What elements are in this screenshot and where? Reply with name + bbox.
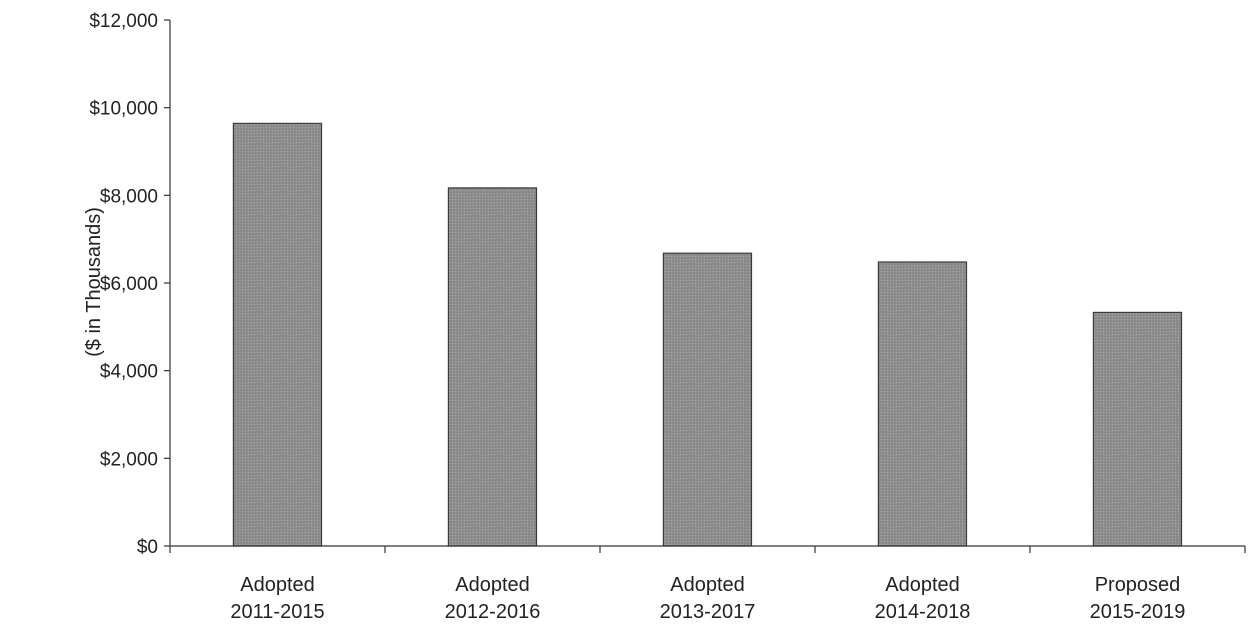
y-tick-label: $2,000 [100, 449, 158, 470]
x-category-label: Adopted 2013-2017 [660, 574, 756, 623]
x-category-label: Adopted 2011-2015 [230, 574, 324, 623]
x-category-label: Adopted 2014-2018 [875, 574, 971, 623]
x-category-label: Proposed 2015-2019 [1090, 574, 1186, 623]
labels-layer: $0 $2,000 $4,000 $6,000 $8,000 $10,000 $12,000… [89, 11, 1185, 623]
bar-3 [662, 252, 753, 547]
y-tick-label: $6,000 [100, 274, 158, 295]
y-tick-label: $8,000 [100, 186, 158, 207]
bars-layer [232, 122, 1183, 547]
bar-2 [447, 187, 538, 547]
axes-layer [164, 19, 1246, 553]
bar-5 [1092, 311, 1183, 547]
y-tick-label: $0 [137, 537, 158, 558]
y-tick-label: $4,000 [100, 362, 158, 383]
y-tick-label: $12,000 [89, 11, 158, 32]
x-category-label: Adopted 2012-2016 [445, 574, 541, 623]
y-tick-label: $10,000 [89, 99, 158, 120]
bar-4 [877, 261, 968, 547]
y-axis-title: ($ in Thousands) [83, 207, 105, 357]
bar-1 [232, 122, 323, 547]
